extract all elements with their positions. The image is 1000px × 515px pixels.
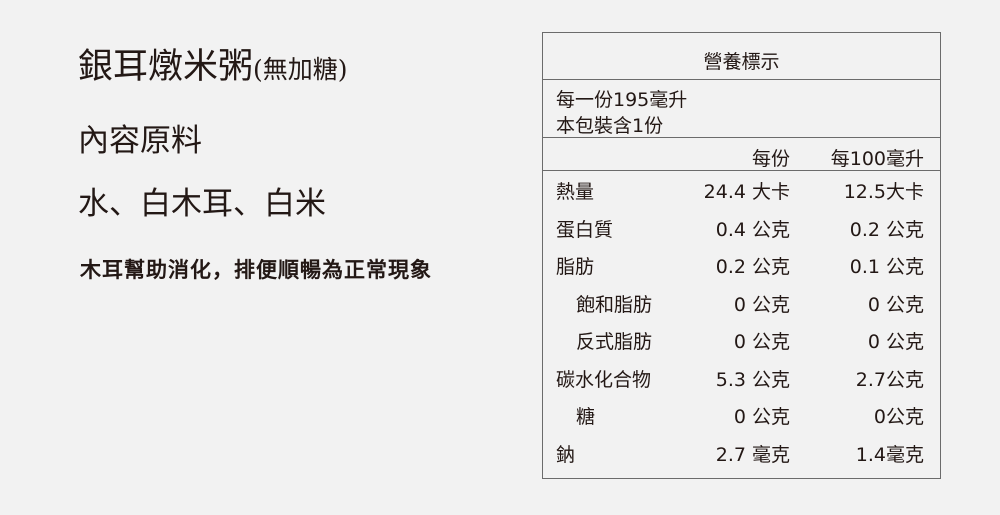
- nutrient-label: 碳水化合物: [556, 368, 652, 391]
- col-header-per-serving: 每份: [751, 148, 790, 170]
- per-serving-value: 0.4 公克: [715, 218, 790, 241]
- per-100ml-value: 2.7公克: [855, 368, 924, 391]
- per-100ml-value: 0.1 公克: [849, 256, 924, 278]
- per-100ml-value: 0.2 公克: [849, 218, 924, 241]
- product-title: 銀耳燉米粥(無加糖): [78, 38, 348, 89]
- nutrient-label: 蛋白質: [556, 218, 614, 241]
- per-100ml-value: 0 公克: [867, 331, 924, 353]
- divider: [543, 137, 940, 138]
- ingredients-list: 水、白木耳、白米: [78, 186, 326, 222]
- per-serving-value: 0 公克: [733, 331, 790, 353]
- divider: [543, 79, 940, 80]
- product-variant: (無加糖): [253, 55, 348, 84]
- per-100ml-value: 0公克: [873, 406, 924, 428]
- divider: [543, 170, 940, 171]
- per-100ml-value: 1.4毫克: [855, 443, 924, 466]
- per-serving-value: 0 公克: [733, 406, 790, 428]
- per-serving-value: 24.4 大卡: [703, 181, 790, 203]
- per-serving-value: 0 公克: [733, 293, 790, 316]
- per-serving-value: 5.3 公克: [715, 368, 790, 391]
- nutrition-title: 營養標示: [703, 51, 780, 73]
- nutrient-label: 脂肪: [556, 256, 595, 278]
- servings-per-package: 本包裝含1份: [556, 115, 664, 137]
- nutrient-label: 鈉: [556, 443, 576, 466]
- nutrient-label: 反式脂肪: [576, 331, 653, 353]
- ingredients-heading: 內容原料: [78, 123, 202, 159]
- per-100ml-value: 0 公克: [867, 293, 924, 316]
- nutrient-label: 熱量: [556, 181, 595, 203]
- nutrient-label: 糖: [576, 406, 596, 428]
- per-serving-value: 0.2 公克: [715, 256, 790, 278]
- per-serving-value: 2.7 毫克: [715, 443, 790, 466]
- per-100ml-value: 12.5大卡: [843, 181, 924, 203]
- nutrient-label: 飽和脂肪: [576, 293, 653, 316]
- col-header-per-100ml: 每100毫升: [830, 148, 924, 170]
- product-name: 銀耳燉米粥: [78, 47, 254, 87]
- nutrition-facts-table: 營養標示 每一份195毫升 本包裝含1份 每份 每100毫升 熱量 24.4 大卡…: [542, 32, 941, 479]
- serving-size: 每一份195毫升: [556, 89, 688, 111]
- digestion-note: 木耳幫助消化，排便順暢為正常現象: [80, 258, 432, 282]
